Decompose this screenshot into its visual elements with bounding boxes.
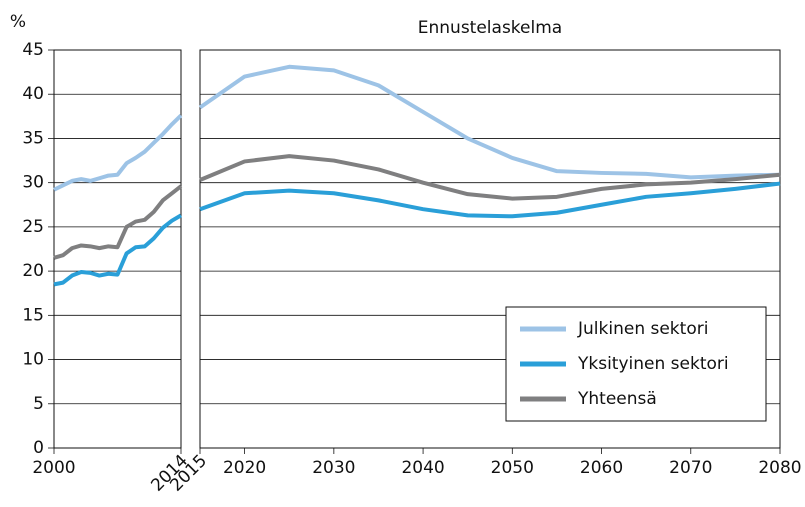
series-line <box>198 64 781 180</box>
x-tick-label: 2060 <box>580 458 623 478</box>
y-tick-label: 30 <box>22 173 44 193</box>
x-tick-label: 2070 <box>669 458 712 478</box>
y-axis-label: % <box>10 12 26 32</box>
x-tick-label: 2030 <box>312 458 355 478</box>
x-tick-label: 2020 <box>223 458 266 478</box>
legend-label: Yksityinen sektori <box>577 354 729 374</box>
y-tick-label: 40 <box>22 84 44 104</box>
y-tick-label: 25 <box>22 217 44 237</box>
y-tick-label: 10 <box>22 350 44 370</box>
y-tick-label: 15 <box>22 305 44 325</box>
y-tick-label: 0 <box>33 438 44 458</box>
y-tick-label: 35 <box>22 128 44 148</box>
series-line <box>53 213 183 287</box>
series-line <box>199 154 781 201</box>
series-line <box>199 181 781 219</box>
y-tick-label: 20 <box>22 261 44 281</box>
x-tick-label: 2050 <box>491 458 534 478</box>
y-tick-label: 45 <box>22 40 44 60</box>
series-line <box>53 184 183 260</box>
series-line <box>53 114 183 192</box>
y-tick-label: 5 <box>33 394 44 414</box>
panel-title: Ennustelaskelma <box>418 18 562 38</box>
legend-label: Julkinen sektori <box>577 319 708 339</box>
x-tick-label: 2080 <box>758 458 801 478</box>
x-tick-label: 2040 <box>401 458 444 478</box>
legend-label: Yhteensä <box>577 389 657 409</box>
x-tick-label: 2000 <box>32 458 75 478</box>
